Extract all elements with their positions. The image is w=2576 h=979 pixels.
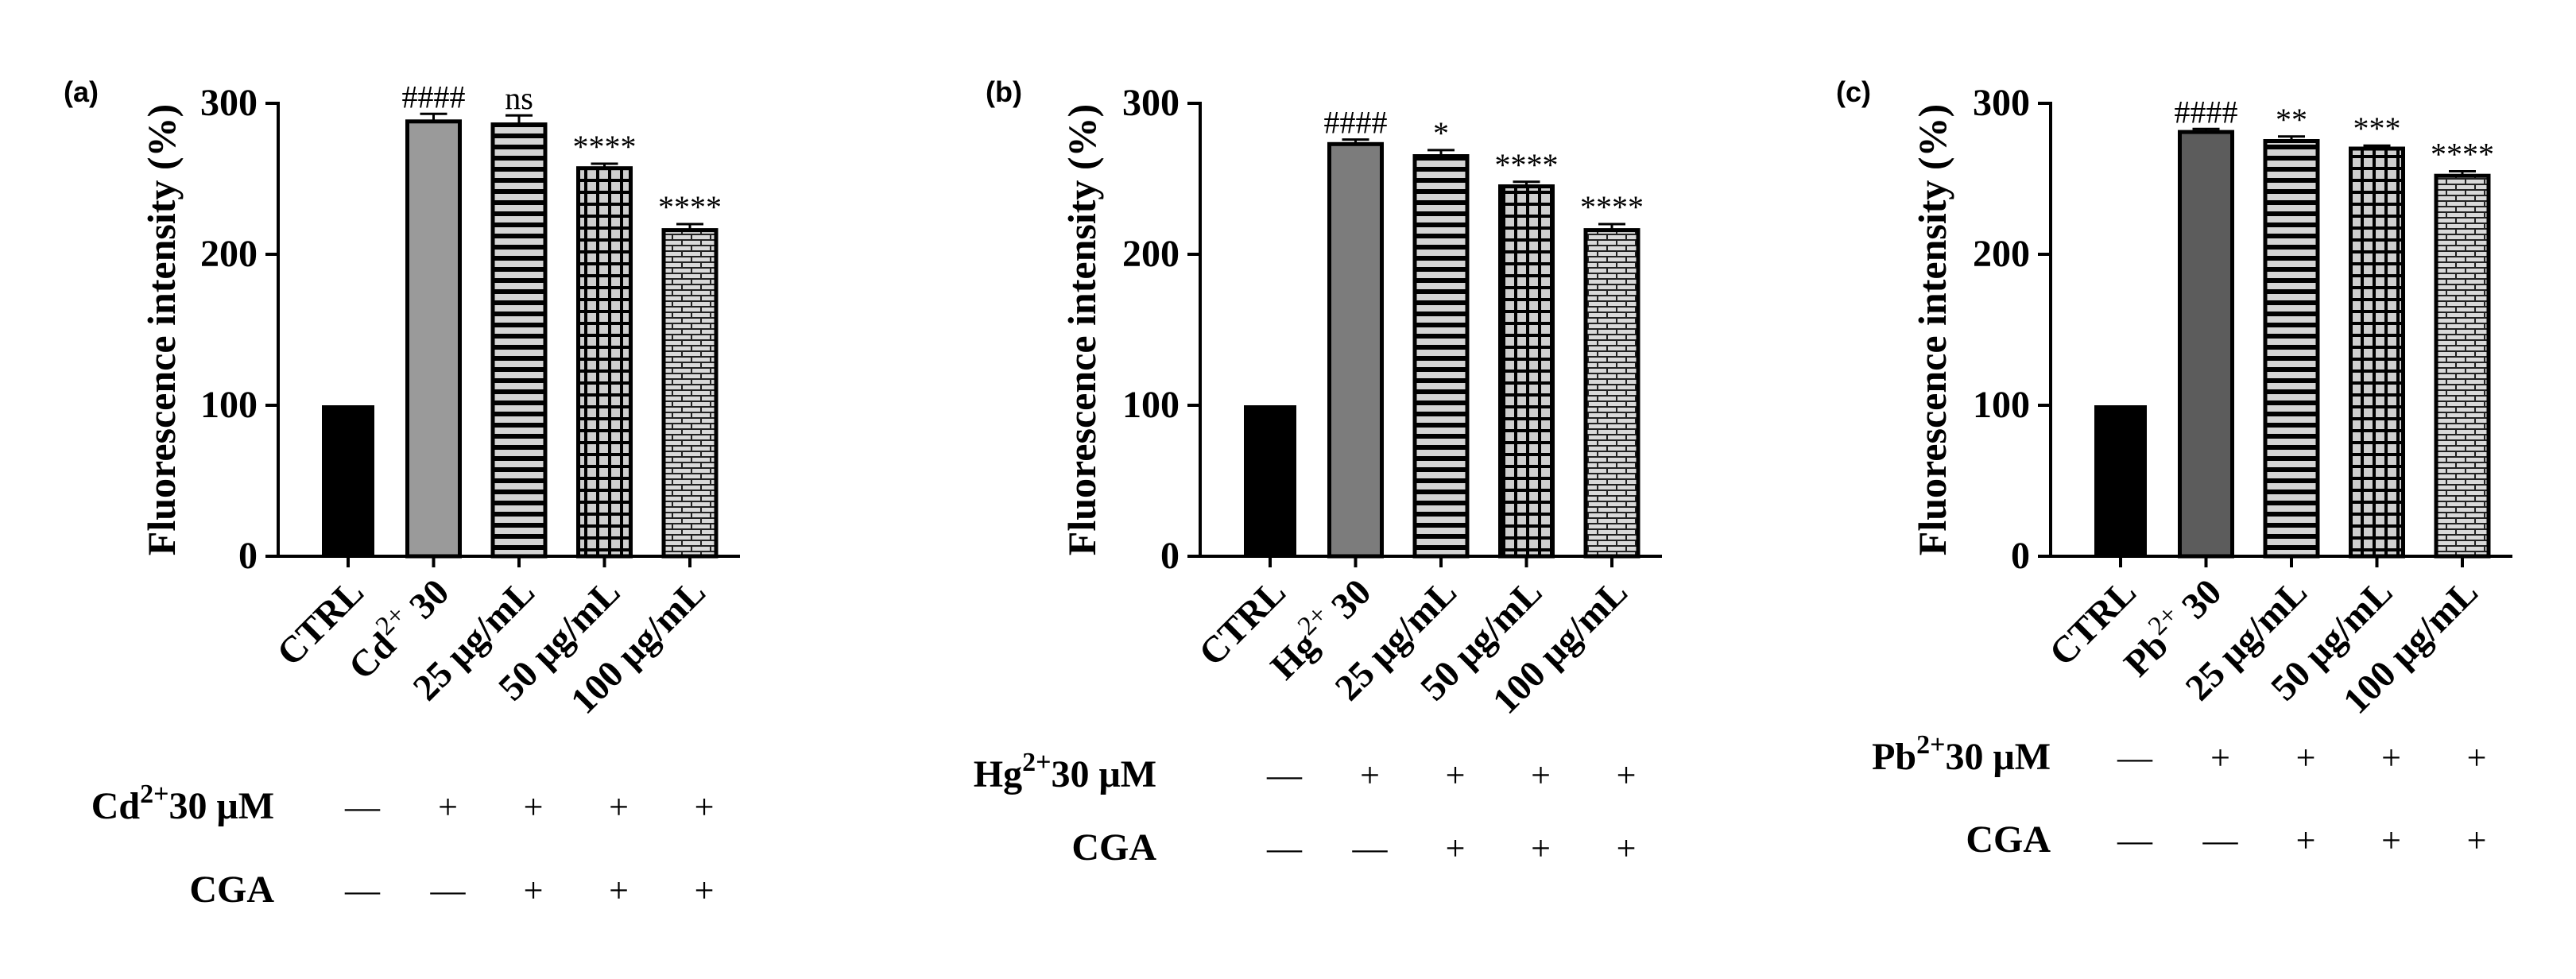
condition-symbol: + xyxy=(1360,756,1380,795)
y-axis-label: Fluorescence intensity (%) xyxy=(1910,104,1954,555)
y-tick-label: 100 xyxy=(1973,384,2030,426)
significance-label: **** xyxy=(658,189,722,225)
condition-symbol: + xyxy=(695,787,715,826)
bar xyxy=(322,405,374,556)
condition-symbol: + xyxy=(2381,821,2401,860)
bar xyxy=(661,228,719,559)
significance-label: ns xyxy=(505,80,533,116)
y-axis-label: Fluorescence intensity (%) xyxy=(139,104,184,555)
y-tick-label: 200 xyxy=(200,233,258,275)
y-tick-label: 100 xyxy=(200,384,258,426)
bar xyxy=(2434,173,2491,559)
significance-label: **** xyxy=(573,129,637,164)
significance-label: ** xyxy=(2276,102,2307,137)
significance-label: *** xyxy=(2353,110,2401,146)
y-tick-label: 300 xyxy=(200,82,258,124)
chart-panel-1: (a) Fluorescence intensity (%) 0 100 200 300 C… xyxy=(64,75,740,911)
bar xyxy=(1412,154,1470,559)
significance-label: #### xyxy=(402,79,466,114)
y-tick-label: 200 xyxy=(1973,233,2030,275)
panel-label: (c) xyxy=(1836,75,1871,108)
condition-symbol: — xyxy=(344,871,381,910)
condition-symbol: — xyxy=(2202,821,2239,860)
condition-symbol: + xyxy=(1531,756,1551,795)
condition-symbol: + xyxy=(2381,738,2401,777)
condition-symbol: + xyxy=(2296,821,2316,860)
condition-symbol: — xyxy=(1266,829,1303,868)
y-tick-label: 100 xyxy=(1122,384,1180,426)
y-tick-label: 300 xyxy=(1973,82,2030,124)
bar xyxy=(405,119,462,559)
condition-symbol: + xyxy=(438,787,458,826)
condition-symbol: + xyxy=(2210,738,2230,777)
bar xyxy=(1244,405,1296,556)
condition-symbol: + xyxy=(1446,829,1466,868)
panel-label: (a) xyxy=(64,75,99,108)
significance-label: * xyxy=(1433,115,1449,151)
bar xyxy=(1583,228,1641,559)
significance-label: **** xyxy=(2431,137,2494,172)
condition-symbol: + xyxy=(609,787,629,826)
bar xyxy=(2263,139,2320,559)
y-tick-label: 0 xyxy=(1160,535,1180,577)
chart-panel-3: (c) Fluorescence intensity (%) 0 100 200 300 C… xyxy=(1836,75,2512,861)
condition-symbol: — xyxy=(344,787,381,826)
significance-label: **** xyxy=(1495,147,1559,183)
bar xyxy=(1327,141,1384,559)
y-tick-label: 300 xyxy=(1122,82,1180,124)
y-tick-label: 0 xyxy=(238,535,258,577)
significance-label: #### xyxy=(1324,105,1388,141)
bar xyxy=(576,166,633,559)
condition-symbol: — xyxy=(2117,821,2153,860)
bar xyxy=(2178,130,2234,559)
condition-label: CGA xyxy=(189,869,274,911)
condition-label: Cd2+30 μM xyxy=(91,780,274,827)
condition-symbol: — xyxy=(1266,756,1303,795)
significance-label: **** xyxy=(1580,189,1644,225)
y-tick-label: 0 xyxy=(2011,535,2030,577)
condition-symbol: + xyxy=(2296,738,2316,777)
bar xyxy=(490,122,548,559)
condition-symbol: + xyxy=(2467,821,2487,860)
bar xyxy=(1498,184,1555,559)
condition-symbol: + xyxy=(1617,756,1637,795)
y-tick-label: 200 xyxy=(1122,233,1180,275)
condition-symbol: + xyxy=(1446,756,1466,795)
condition-label: CGA xyxy=(1966,818,2051,861)
condition-symbol: — xyxy=(430,871,467,910)
y-axis-label: Fluorescence intensity (%) xyxy=(1059,104,1104,555)
condition-symbol: + xyxy=(524,871,544,910)
condition-label: Pb2+30 μM xyxy=(1872,730,2051,778)
significance-label: #### xyxy=(2175,94,2238,130)
bar xyxy=(2094,405,2147,556)
condition-label: CGA xyxy=(1071,826,1156,869)
condition-symbol: + xyxy=(524,787,544,826)
panel-label: (b) xyxy=(986,75,1022,108)
condition-symbol: — xyxy=(2117,738,2153,777)
condition-symbol: + xyxy=(609,871,629,910)
bar xyxy=(2349,146,2405,559)
condition-label: Hg2+30 μM xyxy=(974,748,1156,795)
condition-symbol: — xyxy=(1352,829,1389,868)
chart-panel-2: (b) Fluorescence intensity (%) 0 100 200 300 C… xyxy=(974,75,1662,869)
condition-symbol: + xyxy=(1617,829,1637,868)
condition-symbol: + xyxy=(695,871,715,910)
condition-symbol: + xyxy=(1531,829,1551,868)
condition-symbol: + xyxy=(2467,738,2487,777)
